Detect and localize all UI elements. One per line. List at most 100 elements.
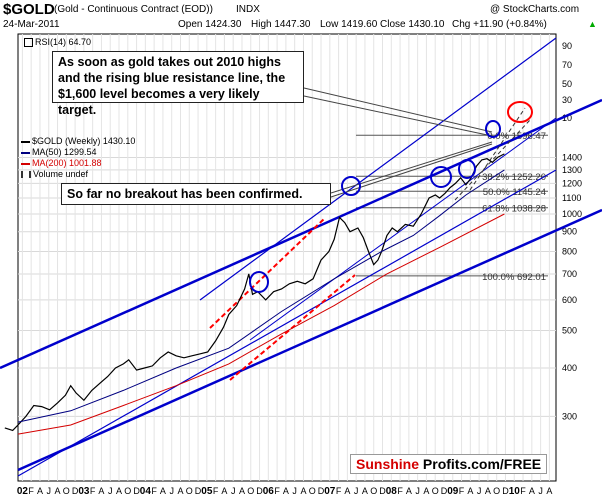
legend-price: $GOLD (Weekly) 1430.10 (21, 136, 135, 146)
x-tick-label: 04 (140, 486, 152, 497)
x-tick-label: O (493, 486, 500, 496)
legend-price-swatch (21, 140, 30, 143)
x-tick-label: A (160, 486, 166, 496)
rsi-tick-label: 30 (562, 95, 572, 105)
x-tick-label: 05 (201, 486, 213, 497)
x-tick-label: A (116, 486, 122, 496)
y-tick-label: 600 (562, 295, 577, 305)
x-tick-label: J (354, 486, 359, 496)
x-tick-label: A (467, 486, 473, 496)
projection-line (454, 119, 531, 201)
y-tick-label: 800 (562, 247, 577, 257)
y-tick-label: 1400 (562, 152, 582, 162)
x-tick-label: A (362, 486, 368, 496)
breakout-circle (458, 159, 476, 179)
y-tick-label: 700 (562, 269, 577, 279)
y-tick-label: 900 (562, 227, 577, 237)
x-tick-label: D (502, 486, 509, 496)
x-tick-label: 08 (386, 486, 398, 497)
x-axis: 02 F A J A O D 03 F A J A O D 04 F A J A O D 05 F A J A O D 06 F A J A O D… (17, 486, 553, 497)
x-tick-label: A (485, 486, 491, 496)
legend-volume-label: Volume undef (33, 169, 89, 179)
legend-price-label: $GOLD (Weekly) 1430.10 (32, 136, 136, 146)
plot-frame (17, 33, 557, 482)
legend-ma200-label: MA(200) 1001.88 (32, 158, 102, 168)
x-tick-label: O (247, 486, 254, 496)
x-tick-label: A (37, 486, 43, 496)
x-tick-label: D (318, 486, 325, 496)
x-tick-label: A (406, 486, 412, 496)
x-tick-label: D (441, 486, 448, 496)
x-tick-label: A (344, 486, 350, 496)
x-tick-label: A (221, 486, 227, 496)
x-tick-label: O (124, 486, 131, 496)
series-line (4, 153, 505, 432)
x-tick-label: O (432, 486, 439, 496)
legend-ma200-swatch (21, 162, 30, 165)
fib-label: 38.2% 1252.20 (482, 172, 546, 183)
x-tick-label: O (309, 486, 316, 496)
dashed-support-line (209, 217, 326, 329)
trend-line (0, 98, 602, 370)
rsi-label: RSI(14) 64.70 (24, 37, 91, 48)
high-value: High 1447.30 (251, 19, 311, 30)
x-tick-label: 03 (78, 486, 90, 497)
pointer-line (330, 141, 493, 194)
x-tick-label: J (231, 486, 236, 496)
y-tick-label: 300 (562, 411, 577, 421)
x-tick-label: A (300, 486, 306, 496)
change-value: Chg +11.90 (+0.84%) (452, 19, 547, 30)
rsi-tick-label: 50 (562, 79, 572, 89)
legend-ma50-label: MA(50) 1299.54 (32, 147, 97, 157)
x-tick-label: J (108, 486, 113, 496)
x-tick-label: J (415, 486, 420, 496)
x-tick-label: A (177, 486, 183, 496)
x-tick-label: A (423, 486, 429, 496)
trend-line (199, 37, 557, 301)
legend-ma50-swatch (21, 151, 30, 154)
breakout-circle (485, 120, 501, 138)
pointer-line (330, 143, 493, 198)
x-tick-label: D (379, 486, 386, 496)
fib-label: 61.8% 1038.28 (482, 204, 546, 215)
x-tick-label: F (397, 486, 403, 496)
breakout-circle (430, 166, 452, 188)
chart-symbol: $GOLD (3, 1, 55, 18)
y-tick-label: 1100 (562, 193, 581, 203)
x-tick-label: F (151, 486, 157, 496)
annotation-no-breakout: So far no breakout has been confirmed. (61, 183, 331, 205)
y-tick-label: 500 (562, 325, 577, 335)
x-tick-label: F (274, 486, 280, 496)
legend-ma200: MA(200) 1001.88 (21, 158, 102, 168)
x-tick-label: F (520, 486, 526, 496)
projection-line (469, 107, 526, 191)
y-tick-label: 1300 (562, 165, 582, 175)
legend-volume: Volume undef (21, 169, 88, 179)
breakout-circle (249, 271, 269, 293)
x-tick-label: D (195, 486, 202, 496)
pointer-line (303, 95, 493, 137)
rsi-icon (24, 38, 33, 48)
x-tick-label: O (63, 486, 70, 496)
x-tick-label: A (529, 486, 535, 496)
trend-line (17, 169, 557, 477)
fib-label: 50.0% 1145.24 (483, 187, 546, 198)
trend-line (17, 208, 602, 472)
series-line (17, 169, 505, 423)
y-tick-label: 400 (562, 363, 577, 373)
trend-lines (0, 37, 602, 477)
close-value: Close 1430.10 (380, 19, 445, 30)
legend-ma50: MA(50) 1299.54 (21, 147, 97, 157)
x-tick-label: F (28, 486, 34, 496)
breakout-circles (249, 101, 533, 293)
x-tick-label: J (46, 486, 51, 496)
fib-label: 100.0% 692.01 (482, 272, 546, 283)
x-tick-label: J (477, 486, 482, 496)
x-tick-label: A (55, 486, 61, 496)
rsi-tick-label: 70 (562, 60, 572, 70)
x-tick-label: J (538, 486, 543, 496)
x-tick-label: A (283, 486, 289, 496)
x-tick-label: A (546, 486, 552, 496)
x-tick-label: 02 (17, 486, 29, 497)
x-tick-label: F (459, 486, 465, 496)
